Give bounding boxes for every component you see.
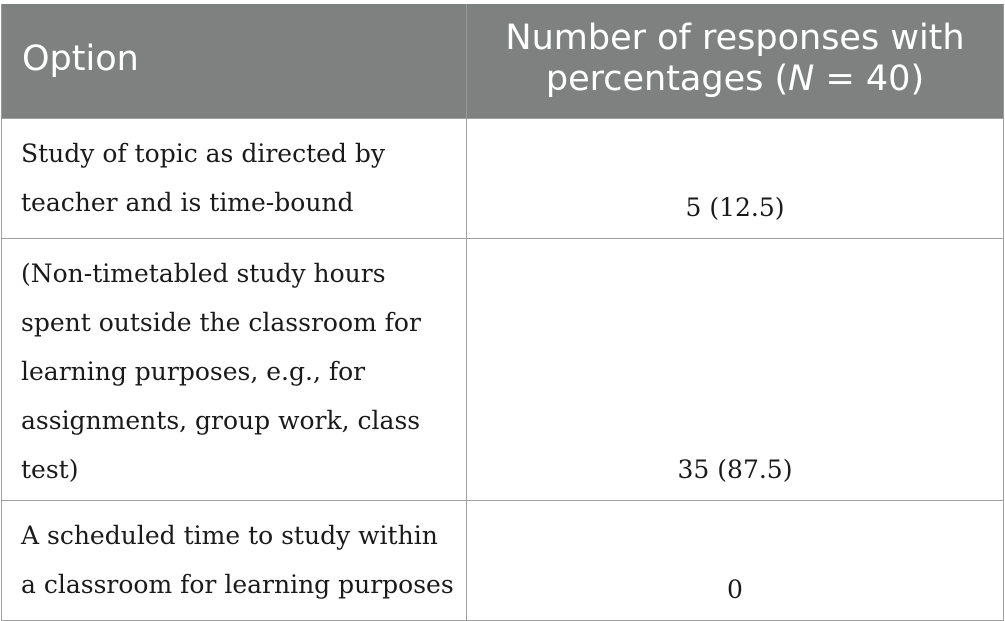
option-cell: A scheduled time to study within a class… — [1, 500, 467, 621]
table-body: Study of topic as directed by teacher an… — [1, 118, 1004, 621]
header-row: Option Number of responses with percenta… — [1, 4, 1004, 119]
survey-table: Option Number of responses with percenta… — [1, 4, 1004, 621]
column-header-responses-line1: Number of responses with — [505, 18, 965, 58]
column-header-responses-n: N — [788, 59, 815, 99]
responses-cell: 35 (87.5) — [466, 238, 1004, 501]
table-row: (Non-timetabled study hours spent outsid… — [1, 238, 1004, 501]
option-cell: (Non-timetabled study hours spent outsid… — [1, 238, 467, 501]
table-row: Study of topic as directed by teacher an… — [1, 118, 1004, 239]
column-header-responses: Number of responses with percentages (N … — [466, 4, 1004, 119]
responses-cell: 5 (12.5) — [466, 118, 1004, 239]
column-header-responses-line2-suffix: = 40) — [814, 59, 925, 99]
table-header: Option Number of responses with percenta… — [1, 4, 1004, 119]
column-header-responses-line2-prefix: percentages ( — [545, 59, 789, 99]
survey-table-container: Option Number of responses with percenta… — [1, 4, 1004, 621]
column-header-option: Option — [1, 4, 467, 119]
responses-cell: 0 — [466, 500, 1004, 621]
table-row: A scheduled time to study within a class… — [1, 500, 1004, 621]
option-cell: Study of topic as directed by teacher an… — [1, 118, 467, 239]
